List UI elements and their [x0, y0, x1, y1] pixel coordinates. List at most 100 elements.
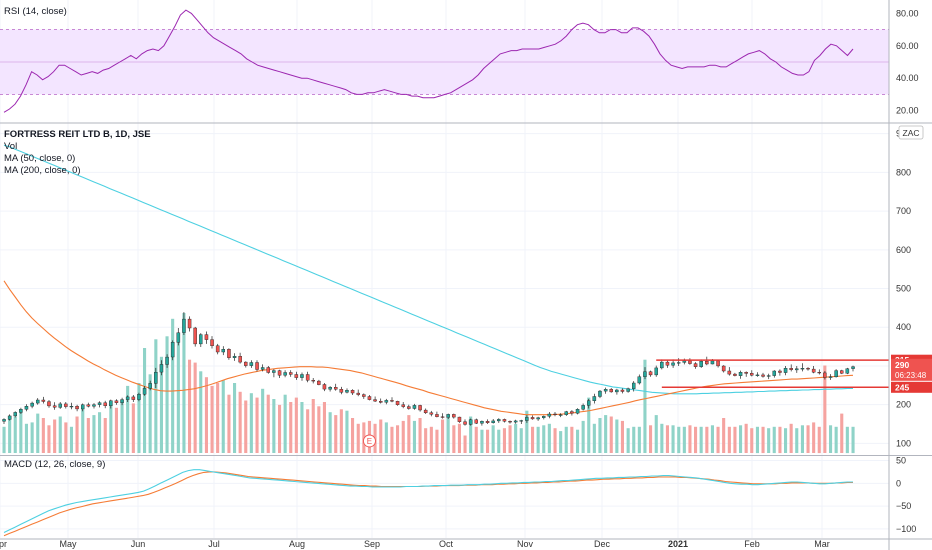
candle-body [553, 413, 557, 416]
candle-body [750, 373, 754, 376]
candlesticks [2, 312, 855, 426]
candle-body [390, 400, 394, 402]
volume-bar [300, 402, 304, 453]
candle-body [7, 415, 12, 420]
volume-bar [570, 426, 574, 454]
macd-y-axis[interactable]: 50 0 −50 −100 [896, 456, 916, 534]
candle-body [823, 372, 827, 378]
candle-body [536, 417, 540, 420]
volume-bar [542, 425, 546, 453]
candle-body [480, 421, 484, 424]
volume-bar [480, 429, 484, 453]
volume-bar [98, 412, 102, 453]
volume-bar [750, 428, 754, 453]
macd-pane[interactable]: MACD (12, 26, close, 9) 50 0 −50 −100 [3, 456, 916, 537]
earnings-marker[interactable]: E [363, 434, 376, 448]
candle-body [491, 420, 495, 423]
candle-body [671, 362, 675, 366]
time-axis[interactable]: Apr May Jun Jul Aug Sep Oct Nov Dec 2021 Feb Mar [0, 539, 830, 549]
legend-ma50[interactable]: MA (50, close, 0) [4, 153, 75, 164]
legend-ma200[interactable]: MA (200, close, 0) [4, 165, 81, 176]
volume-bar [671, 425, 675, 453]
legend-vol[interactable]: Vol [4, 141, 17, 152]
support-tag-box [891, 381, 932, 393]
macd-title[interactable]: MACD (12, 26, close, 9) [4, 459, 105, 470]
candle-body [395, 401, 400, 405]
candle-body [120, 399, 124, 403]
candle-body [47, 401, 51, 407]
volume-bar [86, 418, 90, 453]
candle-body [176, 332, 181, 343]
volume-bar [744, 423, 748, 453]
candle-body [457, 416, 462, 422]
volume-bar [643, 359, 647, 453]
x-tick-label: Oct [439, 539, 454, 549]
candle-body [215, 345, 220, 353]
candle-body [755, 374, 760, 376]
candle-body [828, 376, 833, 378]
x-tick-label: Feb [744, 539, 760, 549]
volume-bar [227, 394, 231, 453]
volume-bar [362, 422, 366, 453]
price-y-axis[interactable]: 900800700600500400300200100 [896, 129, 911, 449]
volume-bar [306, 409, 310, 454]
volume-bar [834, 426, 838, 454]
volume-bar [13, 416, 17, 453]
candle-body [289, 372, 293, 375]
volume-bar [334, 415, 338, 453]
macd-tick-label: −50 [896, 501, 911, 511]
x-tick-label: Apr [0, 539, 7, 549]
rsi-pane[interactable]: RSI (14, close) 80.00 60.00 40.00 20.00 [0, 6, 919, 116]
price-pane[interactable]: E FORTRESS REIT LTD B, 1D, JSE Vol MA (5… [2, 125, 932, 454]
candle-body [660, 361, 664, 369]
rsi-y-axis[interactable]: 80.00 60.00 40.00 20.00 [896, 8, 919, 115]
candle-body [598, 390, 602, 397]
currency-badge[interactable]: ZAC [898, 125, 924, 140]
candle-body [165, 356, 169, 365]
ma200-line [3, 144, 853, 395]
volume-bar [317, 406, 321, 453]
volume-bar [722, 418, 726, 453]
candle-body [609, 389, 614, 393]
candle-body [80, 404, 85, 410]
candle-body [840, 370, 844, 374]
candle-body [570, 411, 574, 414]
volume-bar [508, 425, 512, 453]
candle-body [654, 367, 659, 376]
volume-bar [126, 385, 130, 453]
volume-bar [682, 426, 686, 454]
candle-body [497, 419, 501, 422]
volume-bar [665, 425, 669, 453]
candle-body [587, 400, 591, 406]
volume-bar [654, 415, 658, 453]
volume-bar [812, 422, 816, 453]
macd-tick-label: 50 [896, 456, 906, 466]
rsi-title[interactable]: RSI (14, close) [4, 6, 67, 17]
x-tick-label: 2021 [668, 539, 688, 549]
volume-bar [255, 397, 259, 453]
price-tick-label: 600 [896, 245, 911, 255]
candle-body [592, 396, 597, 402]
symbol-title[interactable]: FORTRESS REIT LTD B, 1D, JSE [4, 129, 151, 140]
candle-body [407, 406, 411, 409]
candle-body [468, 419, 473, 425]
volume-bar [677, 426, 681, 454]
candle-body [36, 399, 40, 404]
candle-body [159, 364, 164, 373]
candle-body [463, 421, 467, 425]
volume-bar [81, 409, 85, 454]
candle-body [789, 368, 793, 370]
candle-body [24, 406, 29, 410]
volume-bar [733, 426, 737, 454]
volume-bar [64, 422, 68, 453]
candle-body [198, 334, 203, 345]
volume-bar [238, 391, 242, 454]
volume-bar [694, 426, 698, 454]
candle-body [738, 372, 743, 376]
candle-body [716, 360, 720, 367]
candle-body [379, 401, 383, 403]
volume-bar [829, 425, 833, 453]
candle-body [170, 342, 175, 358]
